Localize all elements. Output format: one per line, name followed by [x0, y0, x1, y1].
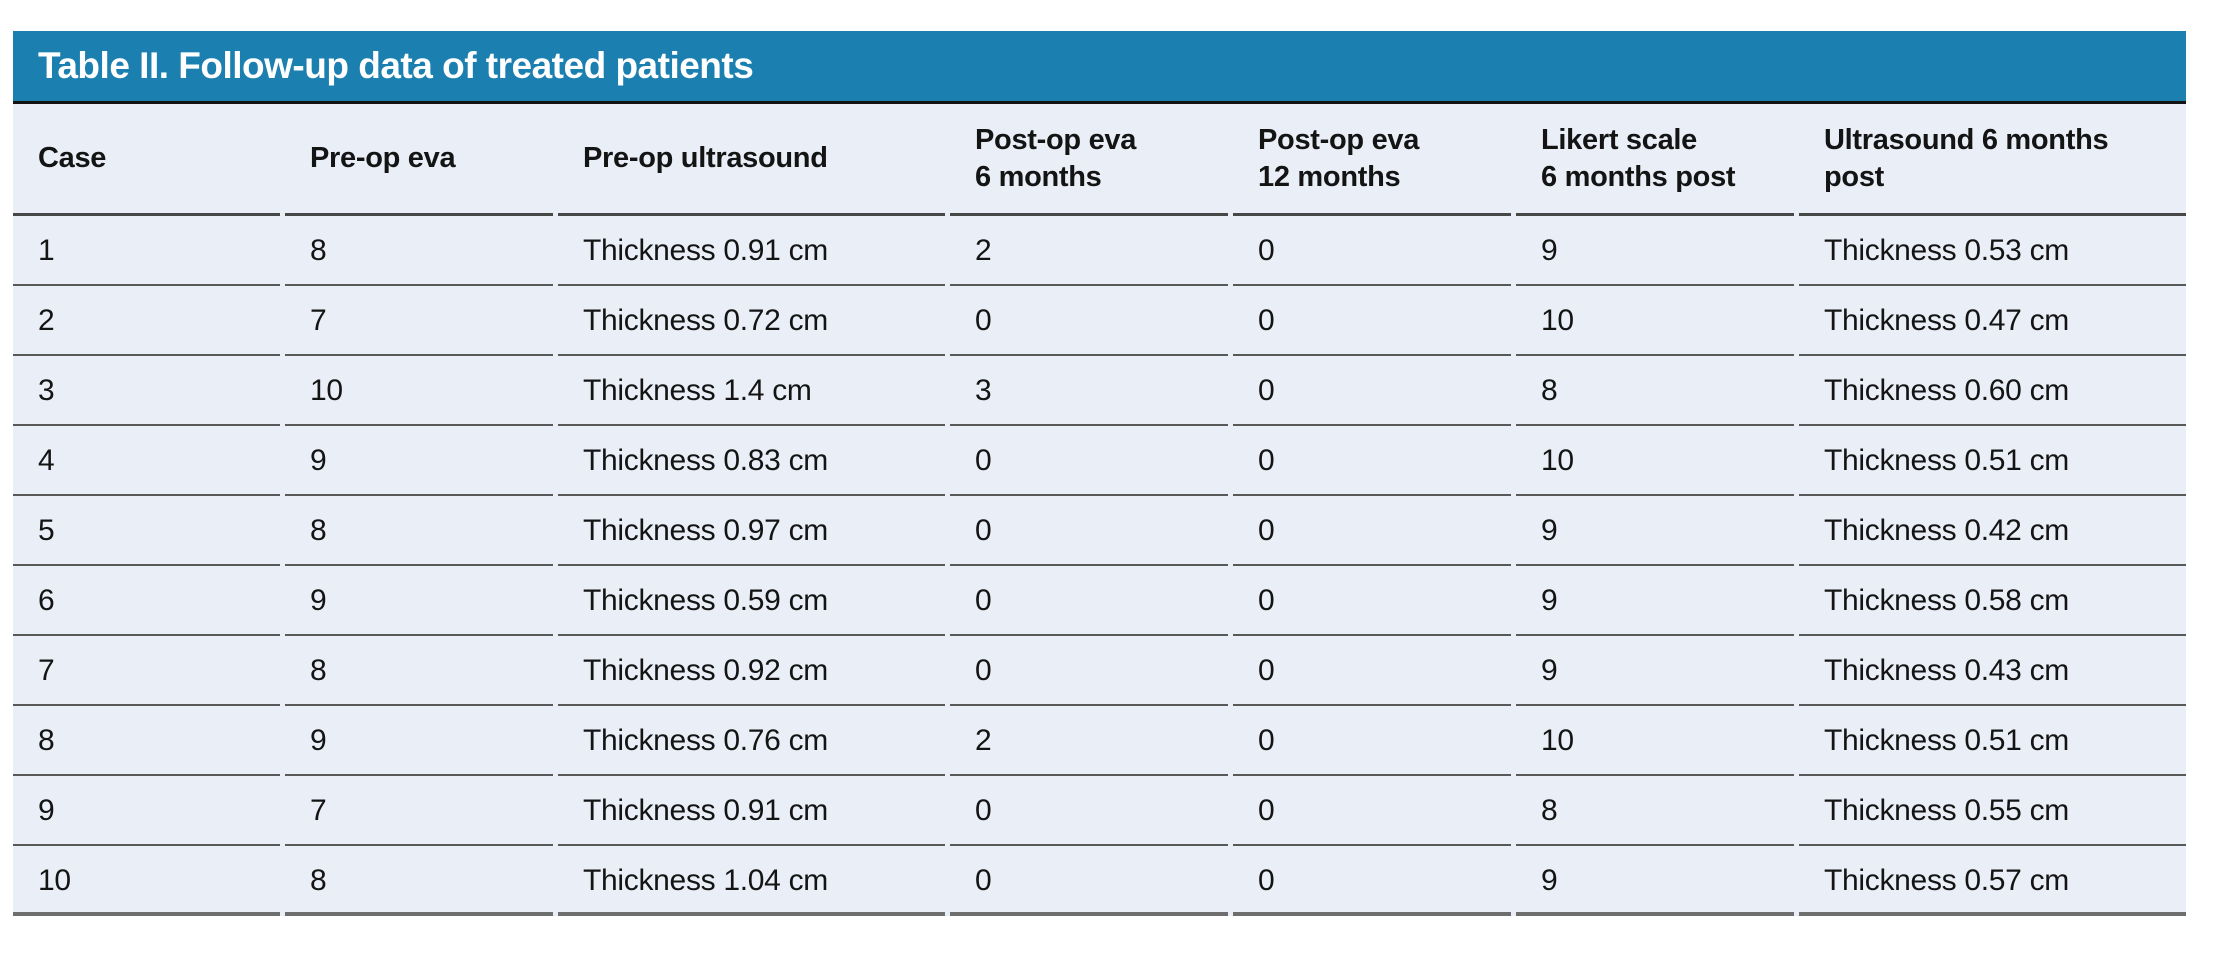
table-cell: Thickness 0.92 cm — [558, 636, 945, 706]
table-cell: 5 — [13, 496, 280, 566]
table-cell: Thickness 0.97 cm — [558, 496, 945, 566]
table-cell: 10 — [1516, 286, 1794, 356]
table-cell: Thickness 0.76 cm — [558, 706, 945, 776]
column-header: Post-op eva 6 months — [950, 104, 1228, 216]
table-cell: 0 — [950, 636, 1228, 706]
table-row: 4 9 Thickness 0.83 cm 0 0 10 Thickness 0.51 cm — [13, 426, 2186, 496]
table-row: 5 8 Thickness 0.97 cm 0 0 9 Thickness 0.42 cm — [13, 496, 2186, 566]
table-title-bar: Table II. Follow-up data of treated pati… — [13, 31, 2186, 104]
table-cell: 8 — [285, 496, 553, 566]
table-cell: Thickness 0.91 cm — [558, 776, 945, 846]
table-row: 8 9 Thickness 0.76 cm 2 0 10 Thickness 0.51 cm — [13, 706, 2186, 776]
table-cell: Thickness 0.51 cm — [1799, 706, 2186, 776]
table-row: 6 9 Thickness 0.59 cm 0 0 9 Thickness 0.58 cm — [13, 566, 2186, 636]
table-cell: 0 — [1233, 566, 1511, 636]
table-cell: 4 — [13, 426, 280, 496]
table-cell: 0 — [950, 286, 1228, 356]
table-cell: 0 — [950, 496, 1228, 566]
table-cell: 0 — [1233, 776, 1511, 846]
table-row: 3 10 Thickness 1.4 cm 3 0 8 Thickness 0.60 cm — [13, 356, 2186, 426]
table-cell: 0 — [1233, 846, 1511, 916]
table-cell: 10 — [285, 356, 553, 426]
table-cell: 0 — [1233, 286, 1511, 356]
table-cell: 8 — [285, 636, 553, 706]
table-cell: 9 — [1516, 636, 1794, 706]
table-cell: 0 — [950, 776, 1228, 846]
table-cell: 8 — [13, 706, 280, 776]
table-cell: 7 — [285, 286, 553, 356]
column-header: Post-op eva 12 months — [1233, 104, 1511, 216]
column-header: Ultrasound 6 months post — [1799, 104, 2186, 216]
table-cell: 0 — [1233, 356, 1511, 426]
table-cell: 0 — [1233, 636, 1511, 706]
table-cell: Thickness 0.59 cm — [558, 566, 945, 636]
table-cell: 2 — [950, 216, 1228, 286]
table-cell: Thickness 1.4 cm — [558, 356, 945, 426]
table-cell: Thickness 1.04 cm — [558, 846, 945, 916]
table-cell: 9 — [285, 706, 553, 776]
table-cell: Thickness 0.51 cm — [1799, 426, 2186, 496]
table-cell: Thickness 0.55 cm — [1799, 776, 2186, 846]
table-cell: 7 — [285, 776, 553, 846]
table-cell: 8 — [1516, 776, 1794, 846]
table-cell: 9 — [1516, 566, 1794, 636]
table-cell: 10 — [13, 846, 280, 916]
table-cell: 9 — [285, 566, 553, 636]
column-header: Case — [13, 104, 280, 216]
table-cell: 7 — [13, 636, 280, 706]
column-header: Likert scale 6 months post — [1516, 104, 1794, 216]
table-cell: 0 — [950, 566, 1228, 636]
table-cell: Thickness 0.83 cm — [558, 426, 945, 496]
table-cell: 0 — [1233, 706, 1511, 776]
table-cell: 10 — [1516, 426, 1794, 496]
table-body: 1 8 Thickness 0.91 cm 2 0 9 Thickness 0.53 cm 2… — [13, 216, 2186, 916]
table-cell: 9 — [1516, 216, 1794, 286]
table-cell: 0 — [950, 426, 1228, 496]
table-row: 2 7 Thickness 0.72 cm 0 0 10 Thickness 0.47 cm — [13, 286, 2186, 356]
table-cell: 10 — [1516, 706, 1794, 776]
table-cell: Thickness 0.43 cm — [1799, 636, 2186, 706]
table-row: 10 8 Thickness 1.04 cm 0 0 9 Thickness 0.57 cm — [13, 846, 2186, 916]
table-header-row: Case Pre-op eva Pre-op ultrasound Post-op e… — [13, 104, 2186, 216]
table-cell: 1 — [13, 216, 280, 286]
table-cell: 3 — [950, 356, 1228, 426]
table-cell: 0 — [950, 846, 1228, 916]
follow-up-table: Table II. Follow-up data of treated pati… — [13, 31, 2186, 916]
table-cell: 2 — [950, 706, 1228, 776]
table-cell: 0 — [1233, 426, 1511, 496]
table-cell: 6 — [13, 566, 280, 636]
table-row: 9 7 Thickness 0.91 cm 0 0 8 Thickness 0.55 cm — [13, 776, 2186, 846]
table-row: 1 8 Thickness 0.91 cm 2 0 9 Thickness 0.53 cm — [13, 216, 2186, 286]
table-cell: Thickness 0.91 cm — [558, 216, 945, 286]
table-cell: 8 — [285, 846, 553, 916]
table-row: 7 8 Thickness 0.92 cm 0 0 9 Thickness 0.43 cm — [13, 636, 2186, 706]
table-cell: 2 — [13, 286, 280, 356]
table-cell: 8 — [1516, 356, 1794, 426]
table-cell: 0 — [1233, 216, 1511, 286]
table-title: Table II. Follow-up data of treated pati… — [38, 45, 754, 86]
column-header: Pre-op ultrasound — [558, 104, 945, 216]
table-cell: Thickness 0.60 cm — [1799, 356, 2186, 426]
table-cell: Thickness 0.72 cm — [558, 286, 945, 356]
table-cell: 9 — [1516, 846, 1794, 916]
table-cell: 9 — [1516, 496, 1794, 566]
table-cell: 3 — [13, 356, 280, 426]
table-cell: Thickness 0.47 cm — [1799, 286, 2186, 356]
table-cell: 9 — [13, 776, 280, 846]
table-cell: Thickness 0.42 cm — [1799, 496, 2186, 566]
column-header: Pre-op eva — [285, 104, 553, 216]
table-cell: Thickness 0.53 cm — [1799, 216, 2186, 286]
table-cell: 0 — [1233, 496, 1511, 566]
table-cell: Thickness 0.57 cm — [1799, 846, 2186, 916]
table-cell: Thickness 0.58 cm — [1799, 566, 2186, 636]
table-cell: 8 — [285, 216, 553, 286]
table-cell: 9 — [285, 426, 553, 496]
